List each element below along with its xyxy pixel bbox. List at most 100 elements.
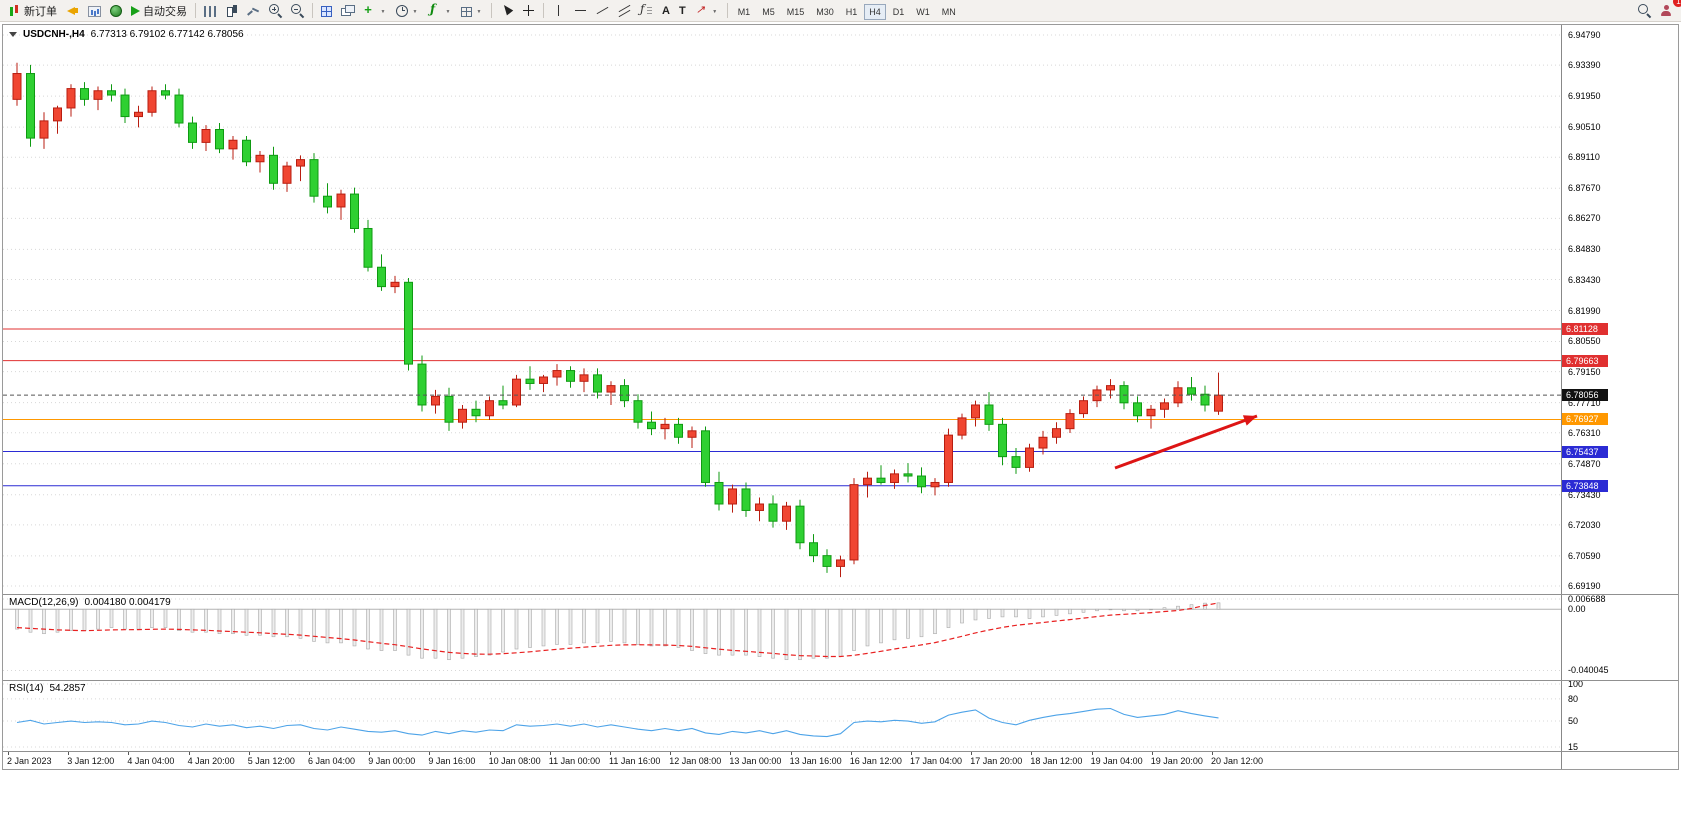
- time-tick: [850, 752, 852, 755]
- level-price-badge: 6.79663: [1562, 354, 1608, 367]
- main-price-chart[interactable]: [3, 25, 1561, 594]
- level-price-badge: 6.75437: [1562, 445, 1608, 458]
- time-axis-separator[interactable]: [3, 751, 1678, 752]
- period-button[interactable]: [392, 1, 423, 21]
- chevron-down-icon: [444, 2, 452, 20]
- cursor-icon: [500, 4, 513, 17]
- timeframe-button-d1[interactable]: D1: [892, 6, 905, 17]
- timeframe-button-h4[interactable]: H4: [864, 3, 886, 20]
- rsi-line: [16, 707, 1219, 738]
- price-axis-label: 6.73430: [1568, 489, 1601, 500]
- market-watch-button[interactable]: [84, 1, 105, 21]
- search-button[interactable]: [1634, 1, 1655, 21]
- timeframe-button-w1[interactable]: W1: [916, 6, 930, 17]
- account-button[interactable]: 1: [1656, 0, 1681, 21]
- time-tick: [1031, 752, 1033, 755]
- time-tick: [369, 752, 371, 755]
- time-axis-label: 4 Jan 04:00: [127, 756, 175, 766]
- rsi-panel-separator[interactable]: [3, 680, 1678, 681]
- text-tool-button[interactable]: A: [658, 1, 674, 21]
- price-axis-label: 6.86270: [1568, 213, 1601, 224]
- new-order-button[interactable]: 新订单: [4, 1, 61, 21]
- zoom-in-button[interactable]: [265, 1, 286, 21]
- market-watch-icon: [88, 6, 101, 17]
- indicator-function-icon: [428, 2, 441, 17]
- zoom-in-icon: [269, 4, 282, 17]
- timeframe-button-m15[interactable]: M15: [786, 6, 805, 17]
- time-axis[interactable]: 2 Jan 2023 3 Jan 12:00 4 Jan 04:00 4 Jan 20…: [3, 752, 1561, 769]
- price-axis-label: 6.81990: [1568, 305, 1601, 316]
- trend-arrow-head: [1242, 415, 1257, 426]
- trend-arrow[interactable]: [1114, 414, 1258, 470]
- macd-label: MACD(12,26,9) 0.004180 0.004179: [9, 597, 171, 608]
- price-axis-label: 6.91950: [1568, 91, 1601, 102]
- timeframe-button-h1[interactable]: H1: [845, 6, 858, 17]
- chart-window: 6.94790 6.93390 6.91950 6.90510 6.89110 6.876…: [2, 24, 1679, 770]
- zoom-out-button[interactable]: [287, 1, 308, 21]
- cascade-windows-icon: [341, 4, 355, 17]
- new-chart-button[interactable]: [359, 1, 391, 21]
- timeframe-group: M1 M5 M15 M30 H1 H4 D1 W1 MN: [732, 2, 962, 20]
- community-button[interactable]: [106, 1, 126, 21]
- time-axis-label: 18 Jan 12:00: [1030, 756, 1083, 766]
- time-axis-label: 11 Jan 00:00: [548, 756, 601, 766]
- price-axis-label: 6.79150: [1568, 366, 1601, 377]
- fibonacci-button[interactable]: [636, 1, 657, 21]
- cursor-button[interactable]: [496, 1, 517, 21]
- macd-name: MACD(12,26,9): [9, 597, 79, 608]
- auto-trading-button[interactable]: 自动交易: [127, 1, 191, 21]
- tile-windows-button[interactable]: [317, 1, 336, 21]
- rsi-axis-label: 100: [1568, 679, 1584, 689]
- time-tick: [730, 752, 732, 755]
- channel-button[interactable]: [614, 1, 635, 21]
- horizontal-line-button[interactable]: [570, 1, 591, 21]
- timeframe-button-m5[interactable]: M5: [762, 6, 775, 17]
- timeframe-button-m30[interactable]: M30: [816, 6, 834, 17]
- price-axis-label: 6.83430: [1568, 274, 1601, 285]
- vertical-line-icon: [552, 4, 565, 17]
- cascade-windows-button[interactable]: [337, 1, 358, 21]
- announcement-icon: [66, 4, 79, 17]
- rsi-indicator-panel[interactable]: [3, 681, 1561, 751]
- bar-chart-icon: [204, 6, 216, 17]
- chevron-down-icon: [379, 2, 387, 20]
- time-tick: [248, 752, 250, 755]
- toolbar-separator: [726, 3, 728, 18]
- timeframe-button-m1[interactable]: M1: [737, 6, 751, 17]
- candle-chart-type-button[interactable]: [221, 1, 242, 21]
- time-axis-label: 5 Jan 12:00: [247, 756, 295, 766]
- vertical-line-button[interactable]: [548, 1, 569, 21]
- time-tick: [790, 752, 792, 755]
- time-tick: [971, 752, 973, 755]
- label-tool-button[interactable]: T: [675, 1, 690, 21]
- bar-chart-type-button[interactable]: [200, 1, 220, 21]
- price-axis-label: 6.90510: [1568, 122, 1601, 133]
- macd-panel-separator[interactable]: [3, 594, 1678, 595]
- price-grid: [3, 34, 1561, 587]
- macd-axis-label: 0.006688: [1568, 594, 1606, 605]
- toolbar-separator: [491, 3, 492, 18]
- collapse-chart-icon[interactable]: [9, 32, 17, 37]
- new-order-label: 新订单: [24, 5, 57, 18]
- announcement-button[interactable]: [62, 1, 83, 21]
- macd-indicator-panel[interactable]: [3, 595, 1561, 680]
- price-axis-label: 6.89110: [1568, 152, 1600, 163]
- price-axis[interactable]: 6.94790 6.93390 6.91950 6.90510 6.89110 6.876…: [1561, 25, 1678, 769]
- time-axis-label: 19 Jan 04:00: [1090, 756, 1143, 766]
- templates-button[interactable]: [457, 1, 487, 21]
- price-axis-label: 6.94790: [1568, 30, 1601, 40]
- arrows-tool-button[interactable]: [691, 1, 723, 21]
- indicators-button[interactable]: [424, 1, 456, 21]
- price-axis-label: 6.72030: [1568, 519, 1601, 530]
- time-tick: [429, 752, 431, 755]
- trendline-button[interactable]: [592, 1, 613, 21]
- auto-trading-label: 自动交易: [143, 5, 187, 18]
- toolbar-separator: [543, 3, 544, 18]
- account-person-icon: [1660, 4, 1673, 17]
- level-lines[interactable]: [3, 328, 1561, 487]
- line-chart-type-button[interactable]: [243, 1, 264, 21]
- time-axis-label: 13 Jan 16:00: [789, 756, 842, 766]
- timeframe-button-mn[interactable]: MN: [941, 6, 956, 17]
- crosshair-button[interactable]: [518, 1, 539, 21]
